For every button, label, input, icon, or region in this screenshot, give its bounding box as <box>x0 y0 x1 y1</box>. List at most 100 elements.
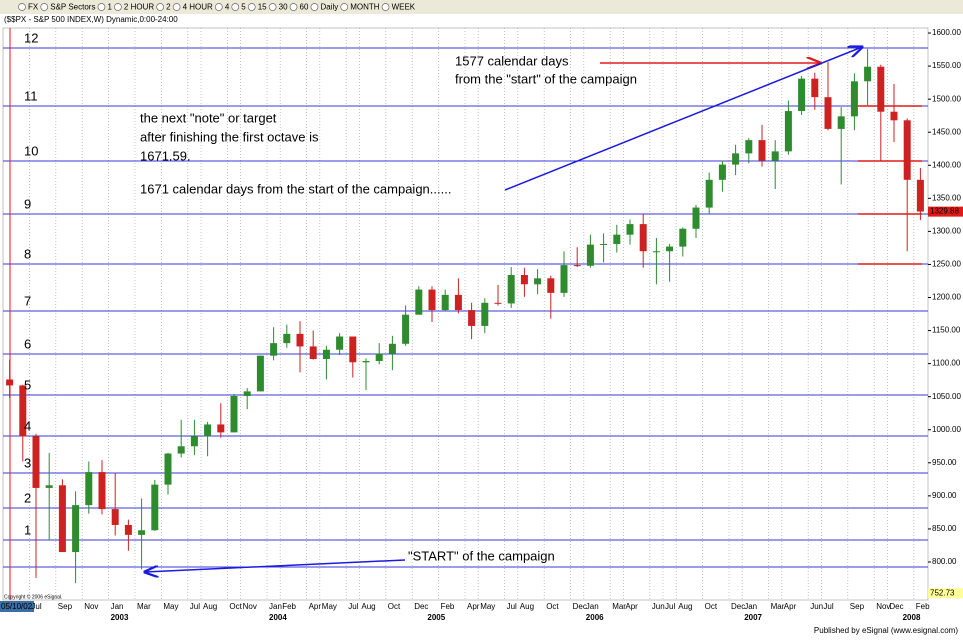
x-tick-label: Apr <box>309 602 322 611</box>
y-tick-label: 1450.00 <box>932 127 961 136</box>
candle-body <box>243 391 251 397</box>
level-label: 6 <box>24 336 31 351</box>
toolbar-button[interactable]: 1 <box>107 3 112 12</box>
toolbar-button[interactable]: 2 HOUR <box>124 3 154 12</box>
candle-body <box>745 140 753 154</box>
candle-body <box>322 349 330 359</box>
candle-body <box>771 151 779 161</box>
level-label: 11 <box>24 88 38 103</box>
toolbar-button[interactable]: S&P Sectors <box>50 3 95 12</box>
candle-body <box>652 251 660 253</box>
toolbar-icon <box>156 3 164 11</box>
level-label: 1 <box>24 522 31 537</box>
level-label: 2 <box>24 490 31 505</box>
candle-body <box>784 111 792 152</box>
candle-body <box>639 224 647 252</box>
y-tick-label: 1100.00 <box>932 359 961 368</box>
x-tick-label: Nov <box>876 602 890 611</box>
x-tick-label: May <box>322 602 337 611</box>
blue-arrow <box>504 47 862 191</box>
candle-body <box>613 234 621 244</box>
candle-body <box>916 179 924 212</box>
x-tick-label: Jul <box>31 602 41 611</box>
year-label: 2007 <box>744 613 762 622</box>
x-tick-label: Feb <box>282 602 296 611</box>
toolbar-button[interactable]: WEEK <box>392 3 416 12</box>
toolbar-button[interactable]: MONTH <box>350 3 380 12</box>
footer: Published by eSignal (www.esignal.com) <box>814 626 958 635</box>
candle-body <box>428 289 436 311</box>
toolbar-icon <box>310 3 319 11</box>
x-tick-label: Jun <box>810 602 823 611</box>
x-tick-label: Aug <box>361 602 375 611</box>
x-tick-label: Jul <box>665 602 675 611</box>
low-price-label: 752.73 <box>930 588 955 597</box>
candle-body <box>45 485 53 488</box>
x-tick-label: Aug <box>678 602 692 611</box>
toolbar-button[interactable]: 15 <box>258 3 267 12</box>
toolbar-button[interactable]: 5 <box>241 3 246 12</box>
x-tick-label: Feb <box>916 602 930 611</box>
y-tick-label: 1300.00 <box>932 226 961 235</box>
toolbar-button[interactable]: 4 HOUR <box>183 3 213 12</box>
x-tick-label: Nov <box>243 602 257 611</box>
candle-body <box>560 265 568 293</box>
x-tick-label: Aug <box>520 602 534 611</box>
candle-body <box>679 228 687 247</box>
blue-arrow <box>145 559 406 572</box>
x-tick-label: Apr <box>625 602 638 611</box>
candle-body <box>415 289 423 315</box>
year-label: 2006 <box>586 613 604 622</box>
toolbar-button[interactable]: 60 <box>300 3 309 12</box>
candle-body <box>124 524 132 535</box>
toolbar-button[interactable]: 2 <box>166 3 171 12</box>
candle-body <box>666 246 674 252</box>
year-label: 2008 <box>903 613 921 622</box>
copyright: Copyright © 2006 eSignal. <box>4 593 62 600</box>
candle-body <box>850 81 858 117</box>
candle-body <box>164 453 172 485</box>
candle-body <box>468 310 476 326</box>
level-label: 10 <box>24 143 38 158</box>
candle-body <box>72 505 80 553</box>
toolbar-button[interactable]: 30 <box>279 3 288 12</box>
annotation: 1671.59. <box>140 148 191 163</box>
candle-body <box>309 346 317 359</box>
x-tick-label: Jan <box>744 602 757 611</box>
candle-body <box>626 224 634 235</box>
x-tick-label: Oct <box>705 602 718 611</box>
candle-body <box>388 343 396 354</box>
candle-body <box>811 78 819 98</box>
toolbar-button[interactable]: 4 <box>225 3 230 12</box>
candle-body <box>349 336 357 363</box>
chart-title: ($$PX - S&P 500 INDEX,W) Dynamic,0:00-24… <box>4 15 178 24</box>
candle-body <box>98 472 106 510</box>
x-tick-label: Jun <box>652 602 665 611</box>
toolbar-icon <box>97 3 106 11</box>
candle-body <box>190 436 198 447</box>
x-tick-label: Sep <box>850 602 865 611</box>
x-tick-label: Jul <box>823 602 833 611</box>
toolbar-button[interactable]: Daily <box>320 3 338 12</box>
year-label: 2003 <box>111 613 129 622</box>
toolbar-button[interactable]: FX <box>28 3 39 12</box>
candle-body <box>705 179 713 208</box>
x-tick-label: Aug <box>203 602 217 611</box>
toolbar-icon <box>289 3 298 11</box>
y-tick-label: 900.00 <box>932 491 957 500</box>
candle-body <box>296 333 304 347</box>
annotation: 1577 calendar days <box>455 53 569 68</box>
last-price-label: 1329.88 <box>930 207 959 216</box>
toolbar-icon <box>231 3 240 11</box>
level-label: 4 <box>24 418 31 433</box>
y-tick-label: 950.00 <box>932 458 957 467</box>
candle-body <box>732 153 740 165</box>
candle-body <box>824 97 832 129</box>
x-tick-label: Jan <box>111 602 124 611</box>
toolbar-icon <box>114 3 122 11</box>
toolbar-icon <box>214 3 223 11</box>
x-tick-label: Jan <box>269 602 282 611</box>
date-highlight <box>0 601 34 612</box>
